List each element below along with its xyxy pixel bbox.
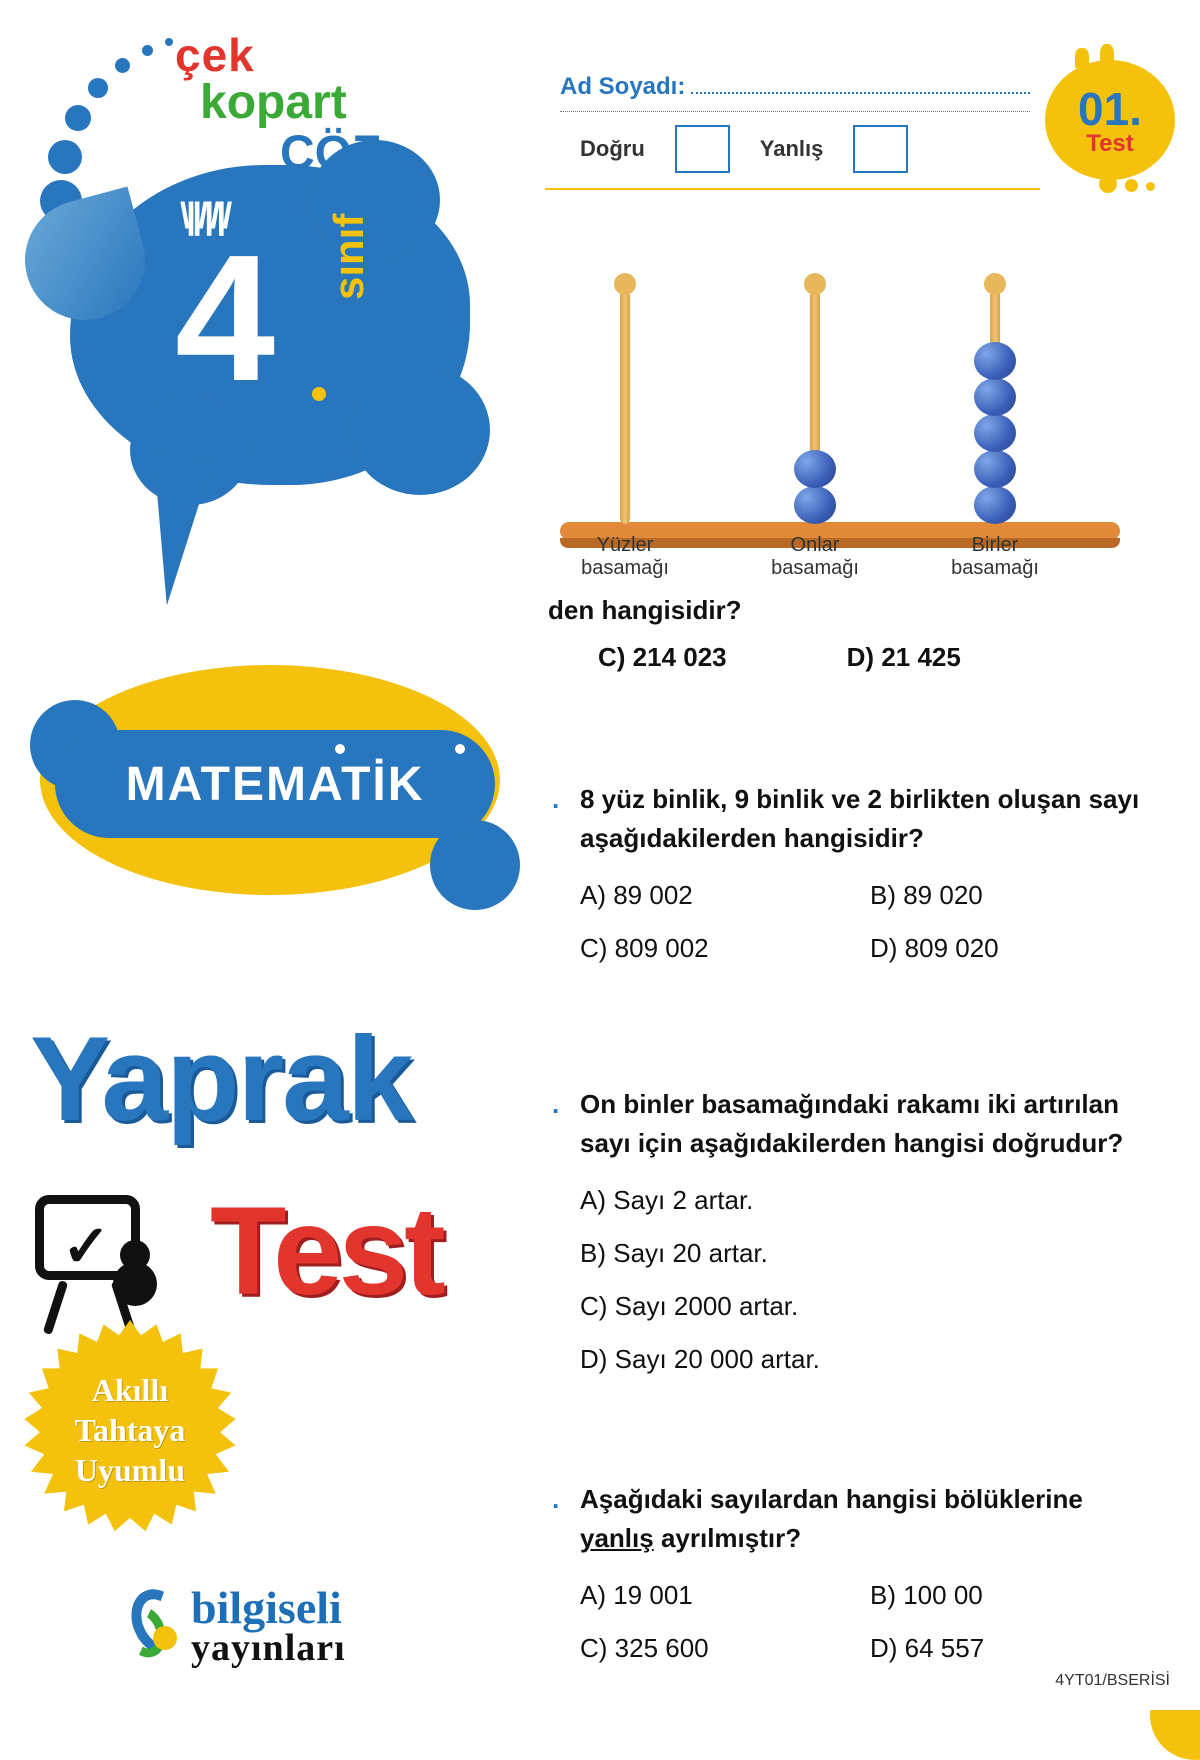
- q3-text: On binler basamağındaki rakamı iki artır…: [580, 1085, 1160, 1163]
- correct-box[interactable]: [675, 125, 730, 173]
- question-4: . Aşağıdaki sayılardan hangisi bölükleri…: [580, 1480, 1160, 1668]
- product-title-2: Test: [210, 1180, 442, 1323]
- product-title-1: Yaprak: [30, 1010, 412, 1148]
- name-field-row: Ad Soyadı:: [560, 72, 1030, 112]
- wrong-box[interactable]: [853, 125, 908, 173]
- publisher-sub: yayınları: [191, 1626, 346, 1670]
- q1-option-d[interactable]: D) 21 425: [847, 642, 961, 673]
- abacus-rod: [990, 284, 1000, 524]
- q-number-marker: .: [552, 1085, 559, 1124]
- q4-option-a[interactable]: A) 19 001: [580, 1576, 870, 1615]
- abacus-rod: [620, 284, 630, 524]
- q2-option-c[interactable]: C) 809 002: [580, 929, 870, 968]
- q-number-marker: .: [552, 1480, 559, 1519]
- publisher-logo: bilgiseli yayınları: [125, 1581, 346, 1670]
- q1-fragment: den hangisidir? C) 214 023 D) 21 425: [548, 595, 961, 673]
- q3-option-d[interactable]: D) Sayı 20 000 artar.: [580, 1340, 1160, 1379]
- grade-number: 4: [175, 215, 275, 422]
- abacus-figure: Yüzlerbasamağı Onlarbasamağı Birlerbasamağ…: [560, 260, 1120, 580]
- abacus-bead: [974, 450, 1016, 488]
- correct-label: Doğru: [580, 136, 645, 162]
- abacus-rod-label: Yüzlerbasamağı: [565, 534, 685, 580]
- tagline-cek: çek: [175, 28, 255, 82]
- cover-panel: çek kopart ÇÖZ \||/|/|/ 4 sınıf MATEMATİ…: [0, 0, 540, 1710]
- abacus-rod-label: Birlerbasamağı: [935, 534, 1055, 580]
- test-label: Test: [1086, 130, 1134, 158]
- subject-pill: MATEMATİK: [55, 730, 495, 838]
- footer-code: 4YT01/BSERİSİ: [1055, 1672, 1170, 1690]
- abacus-bead: [974, 414, 1016, 452]
- smartboard-icon: ✓: [35, 1195, 140, 1280]
- abacus-bead: [974, 342, 1016, 380]
- page: çek kopart ÇÖZ \||/|/|/ 4 sınıf MATEMATİ…: [0, 0, 1200, 1710]
- abacus-rod-label: Onlarbasamağı: [755, 534, 875, 580]
- publisher-icon: [125, 1588, 185, 1663]
- abacus-bead: [794, 450, 836, 488]
- name-label: Ad Soyadı:: [560, 73, 685, 101]
- abacus-rod: [810, 284, 820, 524]
- grade-cloud: \||/|/|/ 4 sınıf: [70, 165, 470, 485]
- header-separator: [545, 188, 1040, 190]
- subject-text: MATEMATİK: [126, 757, 425, 812]
- question-2: . 8 yüz binlik, 9 binlik ve 2 birlikten …: [580, 780, 1160, 968]
- abacus-bead: [974, 378, 1016, 416]
- q-number-marker: .: [552, 780, 559, 819]
- wrong-label: Yanlış: [760, 136, 824, 162]
- q3-option-a[interactable]: A) Sayı 2 artar.: [580, 1181, 1160, 1220]
- q4-option-c[interactable]: C) 325 600: [580, 1629, 870, 1668]
- q3-option-c[interactable]: C) Sayı 2000 artar.: [580, 1287, 1160, 1326]
- score-row: Doğru Yanlış: [580, 125, 908, 173]
- q2-option-b[interactable]: B) 89 020: [870, 876, 1160, 915]
- test-number: 01.: [1078, 82, 1142, 136]
- question-3: . On binler basamağındaki rakamı iki art…: [580, 1085, 1160, 1379]
- q4-text: Aşağıdaki sayılardan hangisi bölüklerine…: [580, 1480, 1160, 1558]
- thought-dots-icon: [1099, 175, 1155, 193]
- q4-option-d[interactable]: D) 64 557: [870, 1629, 1160, 1668]
- test-number-badge: 01. Test: [1045, 60, 1175, 180]
- abacus-bead: [794, 486, 836, 524]
- q2-option-a[interactable]: A) 89 002: [580, 876, 870, 915]
- q4-option-b[interactable]: B) 100 00: [870, 1576, 1160, 1615]
- smartboard-badge: Akıllı Tahtaya Uyumlu: [20, 1320, 240, 1540]
- q2-option-d[interactable]: D) 809 020: [870, 929, 1160, 968]
- badge-text: Akıllı Tahtaya Uyumlu: [75, 1370, 186, 1490]
- q1-fragment-text: den hangisidir?: [548, 595, 961, 626]
- q3-option-b[interactable]: B) Sayı 20 artar.: [580, 1234, 1160, 1273]
- abacus-bead: [974, 486, 1016, 524]
- grade-label: sınıf: [325, 214, 373, 300]
- q1-option-c[interactable]: C) 214 023: [598, 642, 727, 673]
- name-input-line[interactable]: [691, 72, 1030, 94]
- q2-text: 8 yüz binlik, 9 binlik ve 2 birlikten ol…: [580, 780, 1160, 858]
- tagline-kopart: kopart: [200, 75, 347, 130]
